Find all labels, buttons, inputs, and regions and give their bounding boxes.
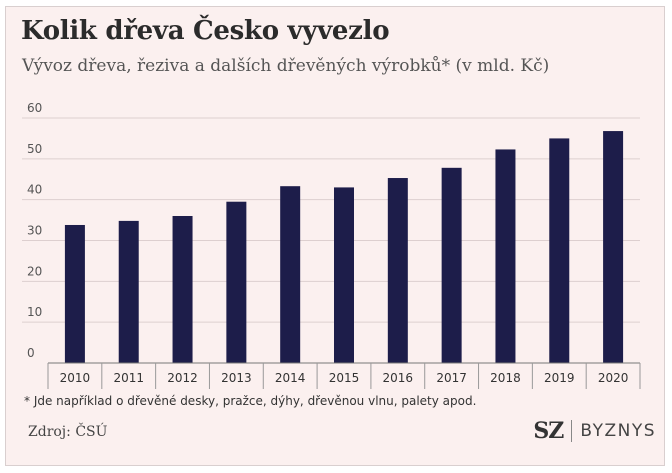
sz-byznys-logo: SZ BYZNYS — [533, 418, 656, 444]
x-tick-label-2017: 2017 — [436, 371, 467, 385]
x-tick-label-2010: 2010 — [60, 371, 91, 385]
y-tick-label-10: 10 — [27, 305, 42, 319]
x-tick-label-2014: 2014 — [275, 371, 306, 385]
y-tick-label-20: 20 — [27, 264, 42, 278]
logo-mark: SZ — [533, 418, 564, 444]
bar-2015 — [334, 187, 354, 363]
y-tick-label-40: 40 — [27, 183, 42, 197]
y-tick-label-60: 60 — [27, 101, 42, 115]
bar-2019 — [549, 138, 570, 363]
chart-subtitle: Vývoz dřeva, řeziva a dalších dřevěných … — [22, 56, 550, 76]
bar-2018 — [495, 149, 516, 363]
bar-2013 — [226, 201, 247, 363]
x-tick-label-2013: 2013 — [221, 371, 252, 385]
x-tick-label-2016: 2016 — [383, 371, 414, 385]
footnote: * Jde například o dřevěné desky, pražce,… — [24, 394, 477, 408]
x-tick-label-2015: 2015 — [329, 371, 360, 385]
logo-divider — [571, 420, 573, 442]
bar-2012 — [172, 216, 193, 363]
x-tick-label-2011: 2011 — [113, 371, 144, 385]
bar-2010 — [64, 224, 85, 363]
bar-2011 — [118, 220, 139, 363]
chart-title: Kolik dřeva Česko vyvezlo — [21, 16, 390, 46]
y-tick-label-30: 30 — [27, 224, 42, 238]
bar-2014 — [280, 186, 301, 363]
x-tick-label-2018: 2018 — [490, 371, 521, 385]
bar-2020 — [603, 131, 624, 363]
y-tick-label-0: 0 — [27, 346, 35, 360]
source-note: Zdroj: ČSÚ — [28, 424, 108, 440]
bar-2017 — [441, 167, 462, 363]
bar-2016 — [387, 178, 408, 363]
x-tick-label-2019: 2019 — [544, 371, 575, 385]
x-tick-label-2020: 2020 — [598, 371, 629, 385]
logo-name: BYZNYS — [580, 421, 656, 441]
y-tick-label-50: 50 — [27, 142, 42, 156]
x-tick-label-2012: 2012 — [167, 371, 198, 385]
